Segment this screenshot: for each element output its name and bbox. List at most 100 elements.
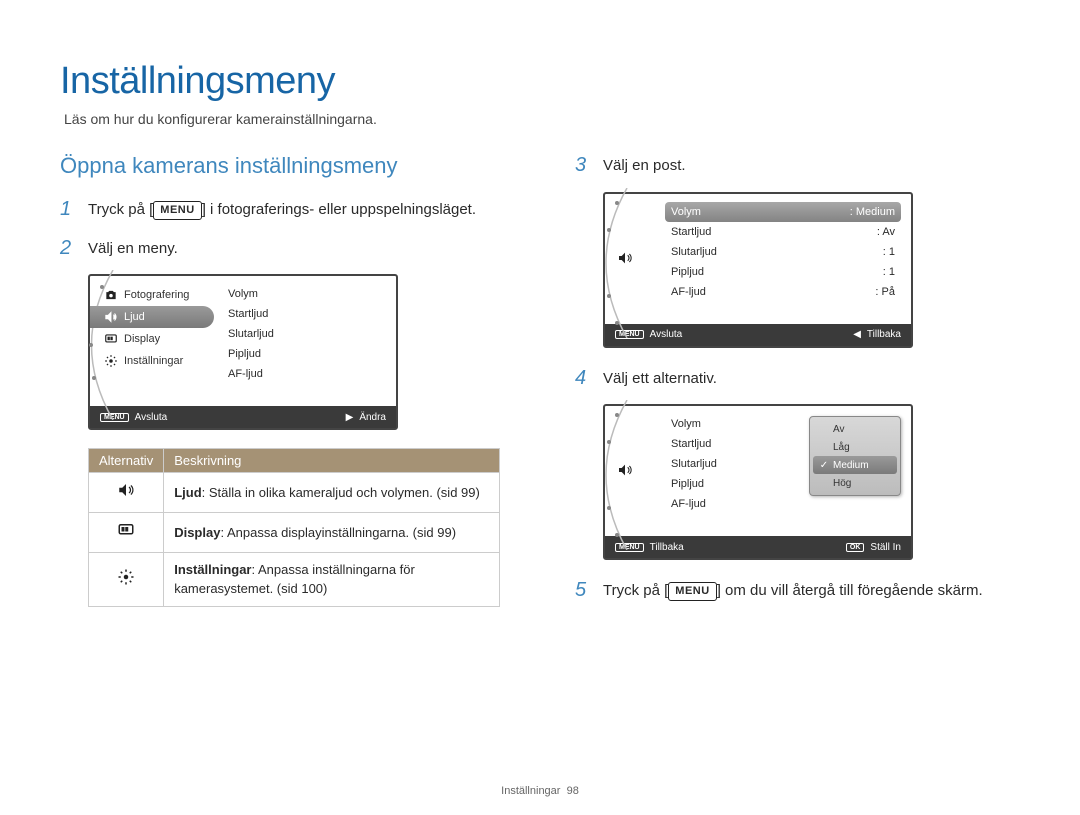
step-number: 1 xyxy=(60,197,78,221)
row-startljud: Startljud xyxy=(222,304,386,324)
display-icon xyxy=(89,513,164,553)
step-number: 5 xyxy=(575,578,593,602)
sidebar-item-display: Display xyxy=(90,328,208,350)
row-value: 1 xyxy=(883,266,895,278)
ok-icon: OK xyxy=(846,543,865,552)
step-number: 4 xyxy=(575,366,593,390)
row-label: Pipljud xyxy=(671,478,704,490)
popup-label: Hög xyxy=(833,478,851,489)
display-icon xyxy=(104,332,118,346)
menu-icon: MENU xyxy=(615,543,644,552)
row-slutarljud: Slutarljud xyxy=(222,324,386,344)
camera-screen-post: Volym Medium Startljud Av Slutarljud1 Pipl… xyxy=(603,192,913,348)
step-3: 3 Välj en post. xyxy=(575,153,1020,178)
th-alternativ: Alternativ xyxy=(89,449,164,473)
step-5: 5 Tryck på [MENU] om du vill återgå till… xyxy=(575,578,1020,603)
row-volym: Volym xyxy=(222,284,386,304)
popup-item-hog: Hög xyxy=(813,474,897,492)
table-row: Display: Anpassa displayinställningarna.… xyxy=(89,513,500,553)
row-startljud: Startljud Av xyxy=(665,222,901,242)
camera-sidebar-mini xyxy=(605,406,651,536)
row-slutarljud: Slutarljud1 xyxy=(665,242,901,262)
step1-pre: Tryck på [ xyxy=(88,201,153,218)
popup-item-medium: ✓ Medium xyxy=(813,456,897,474)
row-label: Volym xyxy=(228,288,258,300)
step5-pre: Tryck på [ xyxy=(603,582,668,599)
camera-main: Volym Medium Startljud Av Slutarljud1 Pipl… xyxy=(651,194,911,324)
sound-icon xyxy=(617,462,633,481)
step-text: Välj en post. xyxy=(603,153,686,178)
row-pipljud: Pipljud xyxy=(222,344,386,364)
row-value: Av xyxy=(877,226,895,238)
footer-right-label: Tillbaka xyxy=(867,329,901,340)
footer-page-number: 98 xyxy=(567,785,579,797)
page-subtitle: Läs om hur du konfigurerar kamerainställ… xyxy=(64,111,1020,127)
right-column: 3 Välj en post. Volym Medium xyxy=(575,153,1020,617)
row-bold: Inställningar xyxy=(174,562,251,577)
camera-sidebar: Fotografering Ljud Display Inställningar xyxy=(90,276,208,406)
row-label: Pipljud xyxy=(671,266,704,278)
row-bold: Ljud xyxy=(174,485,201,500)
row-label: Slutarljud xyxy=(228,328,274,340)
row-label: Pipljud xyxy=(228,348,261,360)
footer-left-label: Tillbaka xyxy=(650,542,684,553)
left-column: Öppna kamerans inställningsmeny 1 Tryck … xyxy=(60,153,505,617)
arrow-right-icon: ▶ xyxy=(346,412,354,423)
row-afljud: AF-ljud xyxy=(665,494,901,514)
check-icon: ✓ xyxy=(819,460,829,471)
row-afljud: AF-ljud xyxy=(222,364,386,384)
sidebar-item-ljud: Ljud xyxy=(90,306,214,328)
row-label: Startljud xyxy=(671,438,711,450)
step-text: Tryck på [MENU] i fotograferings- eller … xyxy=(88,197,476,222)
row-label: Volym xyxy=(671,418,701,430)
footer-right-label: Ändra xyxy=(359,412,386,423)
camera-icon xyxy=(104,288,118,302)
arrow-left-icon: ◀ xyxy=(853,329,861,340)
menu-badge: MENU xyxy=(153,201,201,220)
popup-label: Av xyxy=(833,424,845,435)
row-pipljud: Pipljud 1 xyxy=(665,262,901,282)
menu-icon: MENU xyxy=(615,330,644,339)
row-label: Slutarljud xyxy=(671,458,717,470)
options-popup: Av Låg ✓ Medium Hög xyxy=(809,416,901,496)
popup-label: Medium xyxy=(833,460,869,471)
row-label: Volym xyxy=(671,206,701,218)
camera-footer: MENU Avsluta ◀ Tillbaka xyxy=(605,324,911,346)
step-1: 1 Tryck på [MENU] i fotograferings- elle… xyxy=(60,197,505,222)
page-footer: Inställningar 98 xyxy=(0,785,1080,797)
camera-footer: MENU Avsluta ▶ Ändra xyxy=(90,406,396,428)
sidebar-label: Inställningar xyxy=(124,355,183,367)
th-beskrivning: Beskrivning xyxy=(164,449,500,473)
menu-icon: MENU xyxy=(100,413,129,422)
camera-sidebar-mini xyxy=(605,194,651,324)
step-text: Välj ett alternativ. xyxy=(603,366,717,391)
step1-post: ] i fotograferings- eller uppspelningslä… xyxy=(202,201,476,218)
sidebar-item-fotografering: Fotografering xyxy=(90,284,208,306)
camera-footer: MENU Tillbaka OK Ställ In xyxy=(605,536,911,558)
step5-post: ] om du vill återgå till föregående skär… xyxy=(717,582,983,599)
table-row: Inställningar: Anpassa inställningarna f… xyxy=(89,553,500,606)
row-value: Medium xyxy=(850,206,895,218)
step-4: 4 Välj ett alternativ. xyxy=(575,366,1020,391)
row-label: AF-ljud xyxy=(671,286,706,298)
row-bold: Display xyxy=(174,525,220,540)
step-number: 2 xyxy=(60,236,78,260)
row-value: På xyxy=(875,286,895,298)
row-afljud: AF-ljud På xyxy=(665,282,901,302)
popup-item-lag: Låg xyxy=(813,438,897,456)
section-heading: Öppna kamerans inställningsmeny xyxy=(60,153,505,179)
gear-icon xyxy=(104,354,118,368)
row-value: 1 xyxy=(883,246,895,258)
row-label: Startljud xyxy=(671,226,711,238)
row-volym: Volym Medium xyxy=(665,202,901,222)
footer-left-label: Avsluta xyxy=(135,412,168,423)
step-text: Tryck på [MENU] om du vill återgå till f… xyxy=(603,578,983,603)
page-title: Inställningsmeny xyxy=(60,60,1020,103)
camera-screen-menu: Fotografering Ljud Display Inställningar xyxy=(88,274,398,430)
step-number: 3 xyxy=(575,153,593,177)
footer-right-label: Ställ In xyxy=(870,542,901,553)
row-rest: : Ställa in olika kameraljud och volymen… xyxy=(202,485,480,500)
popup-item-av: Av xyxy=(813,420,897,438)
footer-left-label: Avsluta xyxy=(650,329,683,340)
row-label: AF-ljud xyxy=(671,498,706,510)
